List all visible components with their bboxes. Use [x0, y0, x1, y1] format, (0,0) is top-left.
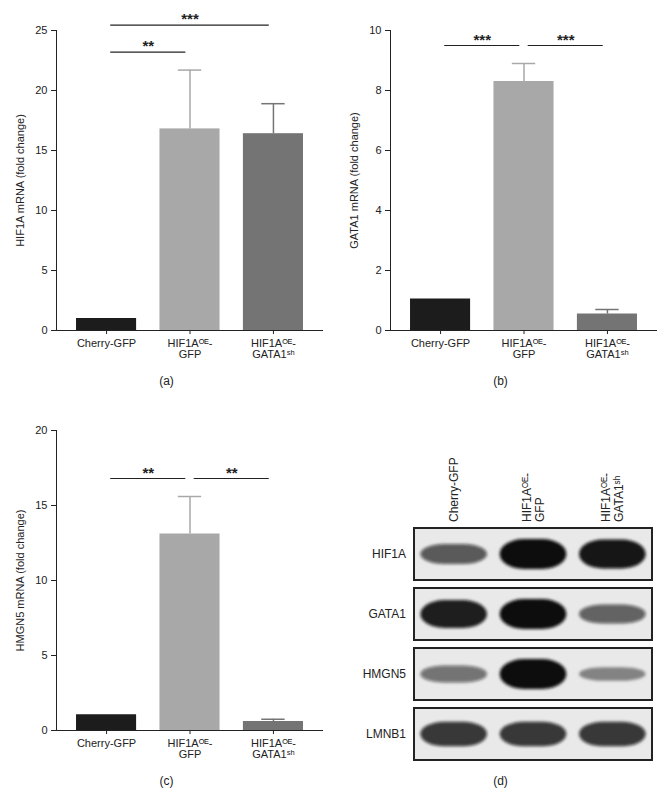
svg-text:Cherry-GFP: Cherry-GFP	[447, 457, 461, 522]
svg-text:HMGN5 mRNA (fold change): HMGN5 mRNA (fold change)	[14, 510, 26, 652]
svg-text:Cherry-GFP: Cherry-GFP	[77, 737, 136, 749]
svg-text:HIF1Aᴼᴱ-GATA1ˢʰ: HIF1Aᴼᴱ-GATA1ˢʰ	[599, 473, 626, 522]
svg-text:Cherry-GFP: Cherry-GFP	[77, 337, 136, 349]
svg-text:20: 20	[35, 424, 47, 436]
svg-text:0: 0	[41, 724, 47, 736]
svg-text:10: 10	[35, 574, 47, 586]
svg-text:HIF1A: HIF1A	[372, 547, 406, 561]
svg-text:25: 25	[35, 24, 47, 36]
svg-text:0: 0	[375, 324, 381, 336]
svg-text:**: **	[142, 464, 154, 481]
svg-text:15: 15	[35, 499, 47, 511]
svg-text:4: 4	[375, 204, 381, 216]
svg-text:HIF1Aᴼᴱ-GATA1ˢʰ: HIF1Aᴼᴱ-GATA1ˢʰ	[251, 737, 296, 760]
svg-text:HIF1Aᴼᴱ-GATA1ˢʰ: HIF1Aᴼᴱ-GATA1ˢʰ	[585, 337, 630, 360]
html-text:(c): (c)	[159, 774, 174, 788]
svg-text:***: ***	[557, 31, 575, 48]
svg-text:HIF1Aᴼᴱ-GFP: HIF1Aᴼᴱ-GFP	[168, 737, 213, 760]
svg-text:HIF1Aᴼᴱ-GFP: HIF1Aᴼᴱ-GFP	[502, 337, 547, 360]
svg-text:10: 10	[369, 24, 381, 36]
svg-text:LMNB1: LMNB1	[366, 727, 406, 741]
svg-text:15: 15	[35, 144, 47, 156]
svg-text:***: ***	[181, 10, 199, 27]
html-text:(d): (d)	[493, 774, 508, 788]
html-text:(a): (a)	[159, 374, 174, 388]
svg-text:10: 10	[35, 204, 47, 216]
svg-text:HIF1A mRNA (fold change): HIF1A mRNA (fold change)	[14, 114, 26, 247]
svg-text:GATA1: GATA1	[368, 607, 406, 621]
svg-text:2: 2	[375, 264, 381, 276]
svg-text:5: 5	[41, 264, 47, 276]
svg-text:**: **	[226, 464, 238, 481]
svg-text:***: ***	[474, 31, 492, 48]
svg-text:GATA1 mRNA (fold change): GATA1 mRNA (fold change)	[348, 112, 360, 249]
svg-text:HIF1Aᴼᴱ-GATA1ˢʰ: HIF1Aᴼᴱ-GATA1ˢʰ	[251, 337, 296, 360]
svg-text:0: 0	[41, 324, 47, 336]
svg-text:6: 6	[375, 144, 381, 156]
svg-text:HIF1Aᴼᴱ-GFP: HIF1Aᴼᴱ-GFP	[520, 473, 547, 522]
svg-text:HMGN5: HMGN5	[363, 667, 407, 681]
svg-text:Cherry-GFP: Cherry-GFP	[411, 337, 470, 349]
svg-text:5: 5	[41, 649, 47, 661]
svg-text:HIF1Aᴼᴱ-GFP: HIF1Aᴼᴱ-GFP	[168, 337, 213, 360]
svg-text:8: 8	[375, 84, 381, 96]
svg-text:**: **	[142, 37, 154, 54]
html-text:(b): (b)	[493, 374, 508, 388]
svg-text:20: 20	[35, 84, 47, 96]
